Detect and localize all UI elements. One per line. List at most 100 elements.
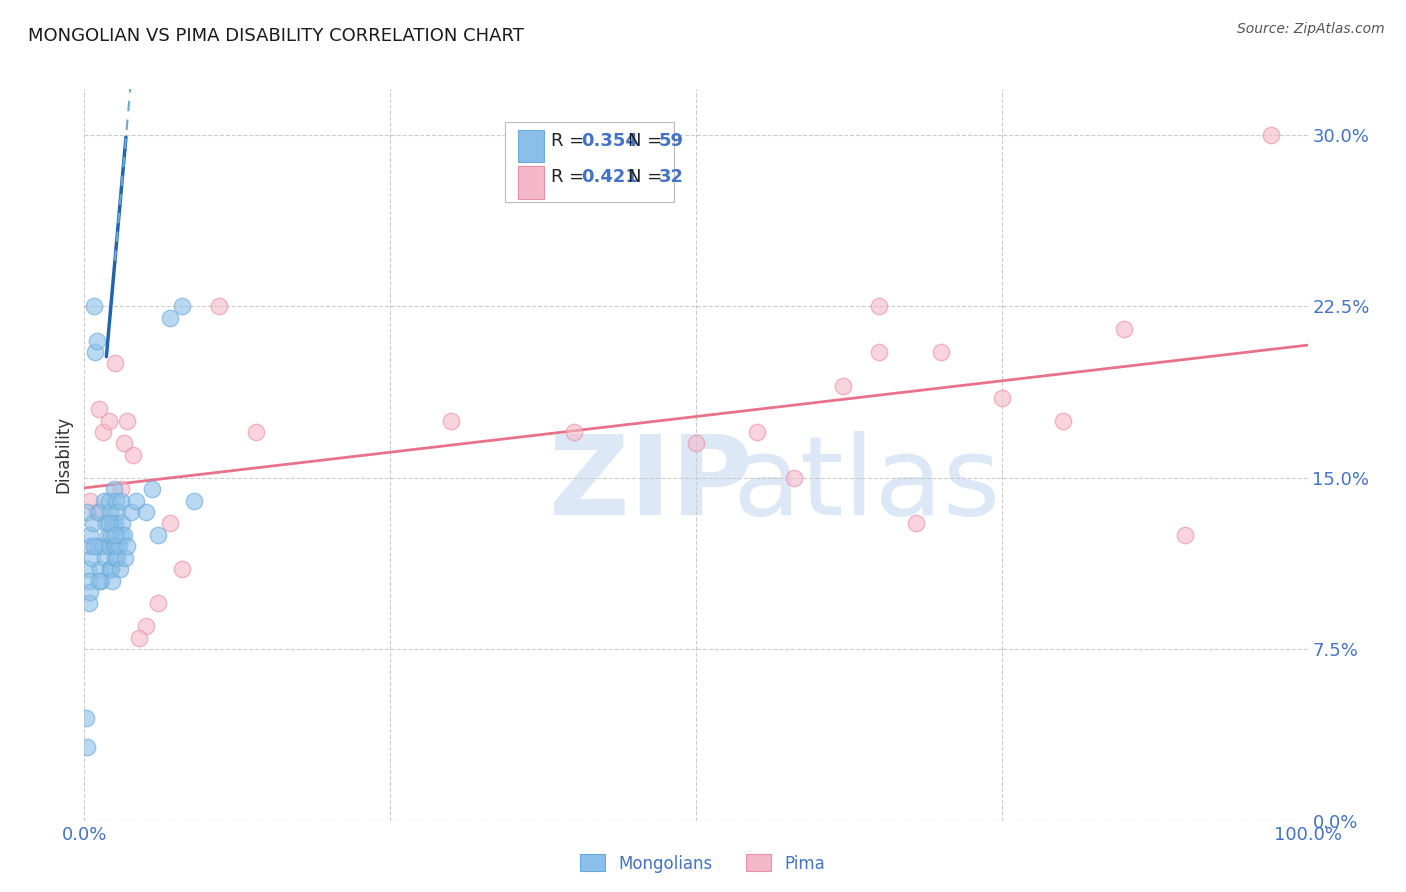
Point — [79, 585, 101, 599]
Point — [747, 425, 769, 439]
Text: R =: R = — [551, 132, 589, 150]
Point — [101, 516, 124, 531]
Point — [905, 516, 928, 531]
Point — [440, 414, 463, 428]
Point — [91, 539, 114, 553]
Point — [77, 597, 100, 611]
Y-axis label: Disability: Disability — [55, 417, 73, 493]
Point — [125, 493, 148, 508]
Point — [84, 345, 107, 359]
Point — [83, 539, 105, 553]
Point — [1260, 128, 1282, 142]
Point — [87, 574, 110, 588]
Point — [685, 436, 707, 450]
Point — [1174, 528, 1197, 542]
Point — [77, 574, 100, 588]
Point — [96, 516, 118, 531]
Point — [172, 299, 194, 313]
Point — [115, 539, 138, 553]
Point — [79, 528, 101, 542]
Point — [869, 299, 891, 313]
Point — [77, 562, 100, 576]
Point — [87, 402, 110, 417]
Point — [929, 345, 952, 359]
Point — [100, 562, 122, 576]
Point — [104, 528, 127, 542]
Point — [86, 505, 108, 519]
Text: Source: ZipAtlas.com: Source: ZipAtlas.com — [1237, 22, 1385, 37]
Text: 0.421: 0.421 — [582, 169, 638, 186]
Point — [105, 539, 128, 553]
Point — [89, 562, 111, 576]
Point — [98, 505, 121, 519]
Point — [101, 574, 124, 588]
Point — [97, 516, 120, 531]
Point — [97, 539, 120, 553]
Point — [110, 528, 132, 542]
Point — [87, 505, 110, 519]
Point — [100, 528, 122, 542]
Point — [159, 310, 181, 325]
Point — [135, 619, 157, 633]
Point — [172, 562, 194, 576]
Point — [1052, 414, 1074, 428]
Point — [122, 448, 145, 462]
Point — [245, 425, 267, 439]
Point — [146, 597, 169, 611]
Point — [87, 539, 110, 553]
Point — [79, 539, 101, 553]
Point — [103, 539, 125, 553]
Text: N =: N = — [628, 169, 668, 186]
Point — [75, 711, 97, 725]
Point — [110, 493, 132, 508]
Point — [1114, 322, 1136, 336]
Point — [831, 379, 853, 393]
Point — [111, 516, 134, 531]
Point — [94, 550, 117, 565]
Point — [105, 550, 128, 565]
Legend: Mongolians, Pima: Mongolians, Pima — [574, 847, 832, 880]
Point — [183, 493, 205, 508]
Point — [135, 505, 157, 519]
Point — [991, 391, 1014, 405]
Point — [98, 562, 121, 576]
Point — [208, 299, 231, 313]
Point — [108, 562, 131, 576]
Point — [562, 425, 585, 439]
Point — [91, 425, 114, 439]
Point — [104, 516, 127, 531]
Point — [114, 550, 136, 565]
Point — [112, 528, 135, 542]
Text: atlas: atlas — [733, 431, 1001, 538]
Text: 32: 32 — [659, 169, 683, 186]
Text: N =: N = — [628, 132, 668, 150]
Text: R =: R = — [551, 169, 589, 186]
Text: 59: 59 — [659, 132, 683, 150]
Point — [115, 414, 138, 428]
Point — [76, 740, 98, 755]
Text: MONGOLIAN VS PIMA DISABILITY CORRELATION CHART: MONGOLIAN VS PIMA DISABILITY CORRELATION… — [28, 27, 524, 45]
Point — [80, 550, 103, 565]
Point — [110, 482, 132, 496]
Point — [90, 574, 112, 588]
Point — [104, 356, 127, 371]
Text: ZIP: ZIP — [550, 431, 752, 538]
Point — [105, 493, 128, 508]
Point — [146, 528, 169, 542]
Point — [97, 528, 120, 542]
Point — [159, 516, 181, 531]
Point — [128, 631, 150, 645]
Point — [97, 493, 120, 508]
Point — [120, 505, 142, 519]
Point — [107, 539, 129, 553]
Point — [104, 550, 127, 565]
Point — [105, 505, 128, 519]
Point — [97, 414, 120, 428]
Point — [783, 471, 806, 485]
Point — [93, 493, 115, 508]
Point — [869, 345, 891, 359]
Point — [82, 516, 104, 531]
Point — [83, 299, 105, 313]
Text: 0.354: 0.354 — [582, 132, 638, 150]
Point — [112, 436, 135, 450]
